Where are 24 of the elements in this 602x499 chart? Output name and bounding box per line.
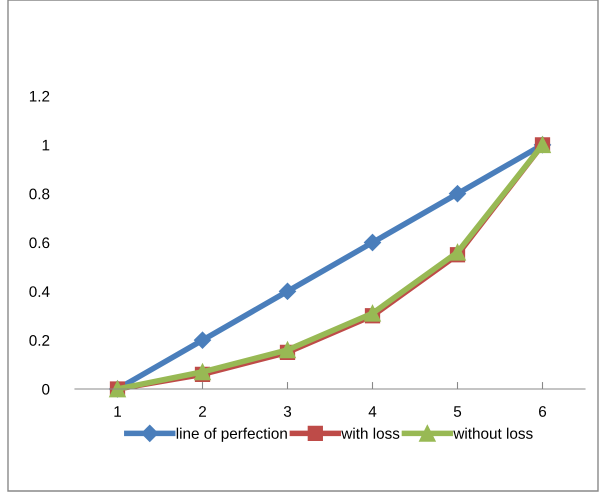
- y-tick-label: 1: [42, 140, 50, 150]
- point: [364, 234, 382, 252]
- y-tick-label: 0: [42, 384, 50, 395]
- legend-label: with loss: [341, 428, 400, 439]
- x-tick-label: 4: [368, 406, 376, 417]
- point: [194, 364, 211, 380]
- x-tick-label: 2: [199, 406, 206, 417]
- legend-label: line of perfection: [176, 428, 287, 442]
- point: [449, 244, 466, 261]
- y-tick-label: 1.2: [30, 90, 50, 102]
- x-tick-label: 5: [454, 406, 462, 417]
- y-tick-label: 0.8: [29, 188, 50, 200]
- point: [278, 282, 296, 300]
- y-tick-label: 0.2: [29, 335, 50, 346]
- point: [364, 304, 381, 322]
- point: [448, 185, 466, 202]
- x-tick-label: 1: [114, 406, 122, 417]
- x-tick-label: 6: [539, 406, 546, 417]
- point: [194, 332, 212, 349]
- y-tick-label: 0.6: [29, 237, 50, 248]
- x-tick-label: 3: [284, 406, 292, 417]
- legend-label: without loss: [453, 428, 533, 439]
- y-tick-label: 0.4: [29, 286, 50, 298]
- point: [279, 342, 296, 358]
